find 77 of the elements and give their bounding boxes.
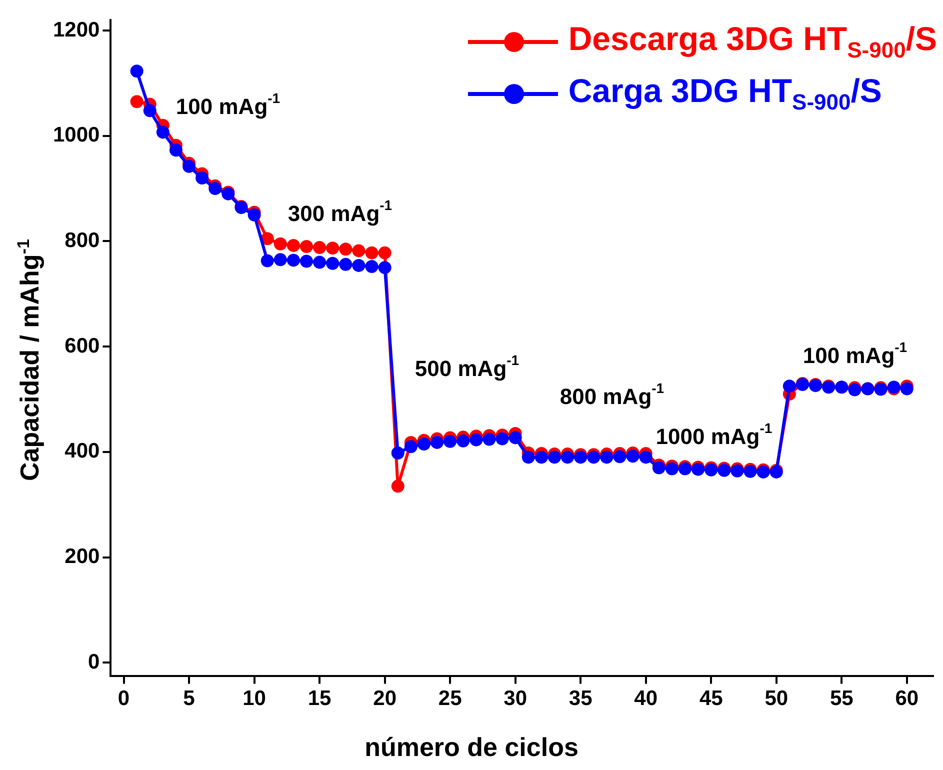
point [404, 440, 418, 454]
point [430, 436, 444, 449]
point [156, 126, 170, 139]
y-tick-label: 200 [64, 545, 100, 568]
x-tick-label: 50 [764, 687, 788, 710]
point [326, 256, 340, 270]
point [391, 446, 404, 460]
y-tick-label: 400 [64, 440, 100, 463]
legend-label: Carga 3DG HT$_{S-900}$/S [568, 72, 882, 116]
point [782, 380, 796, 393]
point [587, 450, 600, 464]
point [300, 254, 313, 268]
point [548, 450, 561, 464]
point [300, 240, 313, 253]
x-tick-label: 10 [242, 687, 266, 710]
point [130, 95, 144, 108]
point [339, 242, 352, 256]
point [326, 242, 340, 255]
point [652, 461, 666, 474]
x-tick-label: 0 [118, 687, 130, 710]
x-tick-label: 20 [373, 687, 396, 710]
point [639, 450, 652, 464]
y-tick-label: 0 [88, 650, 100, 674]
x-tick-label: 30 [504, 687, 528, 710]
y-tick-label: 800 [64, 229, 100, 252]
x-tick-label: 15 [308, 687, 332, 710]
y-tick-label: 1000 [53, 124, 100, 147]
point [534, 450, 548, 464]
point [378, 261, 392, 274]
point [130, 64, 144, 78]
point [391, 480, 404, 493]
point [470, 433, 483, 446]
point [143, 104, 156, 118]
point [286, 238, 300, 252]
point [286, 254, 300, 267]
point [208, 182, 222, 196]
y-tick-label: 1200 [53, 18, 100, 42]
point [352, 244, 366, 258]
point [313, 241, 326, 254]
point [417, 438, 430, 451]
point [496, 432, 509, 446]
point [352, 258, 366, 272]
y-tick-label: 600 [64, 334, 100, 358]
point [600, 450, 614, 464]
point [260, 232, 274, 246]
x-tick-label: 5 [183, 687, 196, 710]
x-tick-label: 60 [895, 687, 919, 710]
point [169, 144, 182, 157]
point [182, 160, 196, 173]
point [274, 253, 287, 266]
point [665, 462, 678, 476]
point [508, 431, 522, 444]
point [196, 172, 209, 185]
point [274, 237, 287, 250]
x-tick-label: 55 [830, 687, 854, 710]
x-tick-label: 25 [438, 687, 462, 710]
point [365, 260, 378, 274]
point [574, 450, 588, 464]
point [613, 450, 626, 464]
point [248, 208, 261, 222]
point [378, 246, 392, 260]
point [456, 434, 470, 448]
point [522, 450, 535, 464]
x-tick-label: 45 [699, 687, 724, 710]
point [626, 450, 640, 463]
point [482, 432, 496, 446]
point [339, 258, 352, 271]
x-tick-label: 35 [568, 687, 593, 710]
point [365, 246, 378, 260]
point [313, 256, 326, 269]
legend-label: Descarga 3DG HT$_{S-900}$/S [568, 20, 937, 64]
point [260, 254, 274, 268]
point [561, 450, 574, 464]
x-tick-label: 40 [634, 687, 658, 710]
x-axis-title: número de ciclos [364, 732, 580, 763]
point [444, 434, 457, 448]
point [900, 382, 914, 396]
